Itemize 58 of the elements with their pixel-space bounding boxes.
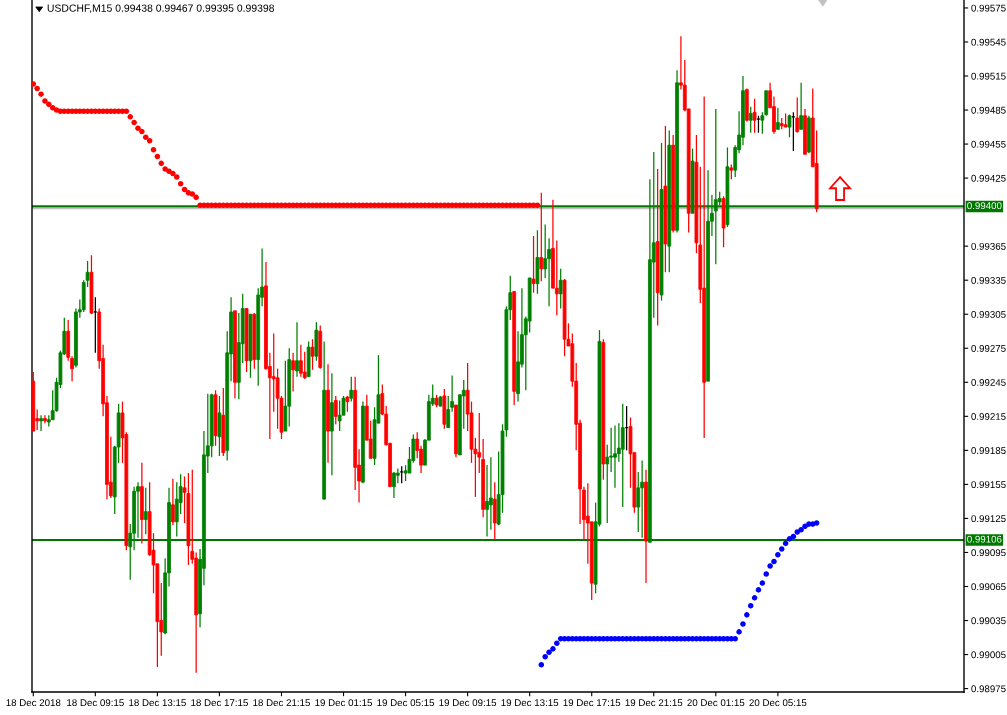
y-tick-label: 0.99245 bbox=[971, 379, 1006, 386]
candlestick bbox=[310, 338, 315, 371]
y-tick-label: 0.99575 bbox=[971, 4, 1006, 12]
candlestick bbox=[799, 82, 803, 130]
y-tick-label: 0.99425 bbox=[971, 174, 1006, 182]
y-tick-label: 0.99455 bbox=[971, 140, 1006, 148]
candlestick bbox=[333, 395, 338, 425]
chart-title: USDCHF,M15 0.99438 0.99467 0.99395 0.99398 bbox=[47, 4, 275, 14]
candlestick bbox=[795, 96, 800, 134]
y-tick-label: 0.99125 bbox=[971, 515, 1006, 523]
candlestick bbox=[775, 107, 780, 130]
candlestick bbox=[392, 471, 396, 499]
y-tick-label: 0.99545 bbox=[971, 38, 1006, 46]
y-tick-label: 0.99185 bbox=[971, 447, 1006, 454]
y-tick-label: 0.99095 bbox=[971, 549, 1006, 557]
candlestick bbox=[554, 239, 559, 316]
candlestick bbox=[291, 352, 295, 393]
x-tick-label: 20 Dec 01:15 bbox=[687, 699, 745, 707]
y-tick-label: 0.99155 bbox=[971, 481, 1006, 489]
y-tick-label: 0.98975 bbox=[971, 685, 1006, 693]
y-tick-label: 0.99035 bbox=[971, 617, 1006, 625]
y-tick-label: 0.99365 bbox=[971, 242, 1006, 250]
candlestick bbox=[349, 376, 354, 403]
x-tick-label: 19 Dec 05:15 bbox=[377, 699, 435, 707]
x-tick-label: 18 Dec 09:15 bbox=[67, 699, 124, 707]
y-tick-label: 0.99005 bbox=[971, 651, 1006, 659]
ref-line-label: 0.99106 bbox=[967, 535, 1002, 543]
candlestick bbox=[93, 296, 98, 354]
candlestick bbox=[299, 344, 303, 378]
candlestick bbox=[217, 395, 222, 457]
y-tick-label: 0.99515 bbox=[971, 72, 1006, 80]
y-tick-label: 0.99485 bbox=[971, 106, 1006, 114]
y-tick-label: 0.99335 bbox=[971, 276, 1006, 284]
y-tick-label: 0.99215 bbox=[971, 413, 1006, 420]
x-tick-label: 18 Dec 13:15 bbox=[129, 699, 186, 707]
candlestick bbox=[531, 235, 536, 294]
x-tick-label: 19 Dec 13:15 bbox=[501, 699, 559, 707]
y-tick-label: 0.99065 bbox=[971, 583, 1006, 591]
candlestick bbox=[620, 403, 625, 508]
candlestick bbox=[752, 98, 757, 134]
candlestick bbox=[143, 487, 148, 535]
x-tick-label: 19 Dec 21:15 bbox=[625, 699, 683, 707]
ref-line-label: 0.99400 bbox=[967, 202, 1002, 210]
candlestick bbox=[337, 399, 342, 432]
x-tick-label: 19 Dec 09:15 bbox=[439, 699, 497, 707]
x-tick-label: 19 Dec 01:15 bbox=[315, 699, 373, 707]
candlestick bbox=[613, 424, 617, 489]
y-tick-label: 0.99275 bbox=[971, 345, 1006, 352]
candlestick bbox=[295, 321, 299, 378]
candlestick bbox=[171, 478, 175, 526]
candlestick bbox=[492, 481, 497, 541]
x-tick-label: 18 Dec 21:15 bbox=[253, 699, 310, 707]
x-tick-label: 18 Dec 17:15 bbox=[191, 699, 248, 707]
x-tick-label: 20 Dec 05:15 bbox=[749, 699, 807, 707]
candlestick bbox=[39, 414, 43, 432]
x-tick-label: 19 Dec 17:15 bbox=[563, 699, 621, 707]
x-tick-label: 18 Dec 2018 bbox=[6, 699, 61, 707]
y-tick-label: 0.99305 bbox=[971, 310, 1006, 318]
